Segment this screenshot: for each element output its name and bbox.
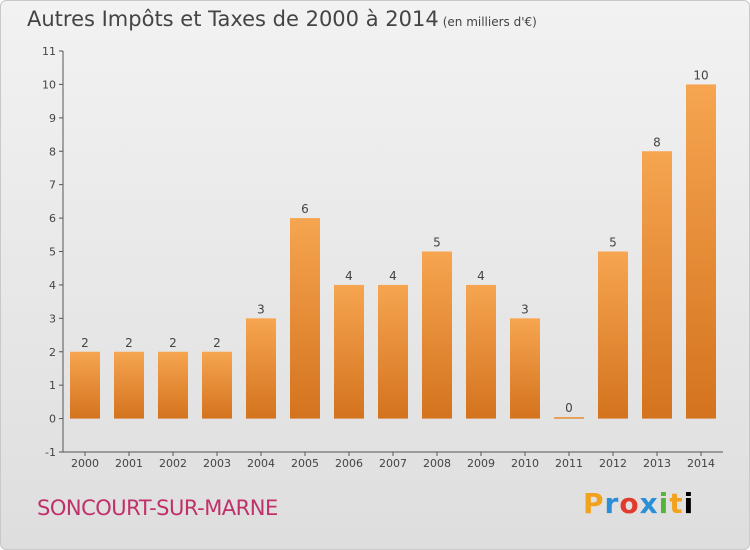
chart-title: Autres Impôts et Taxes de 2000 à 2014 (en… (27, 7, 537, 31)
x-tick-label: 2012 (599, 457, 627, 470)
data-label: 4 (345, 269, 353, 283)
y-tick-label: -1 (45, 446, 56, 459)
logo-letter: t (669, 487, 684, 520)
logo-letter: o (619, 487, 640, 520)
y-tick-label: 0 (49, 413, 56, 426)
x-tick-label: 2014 (687, 457, 715, 470)
data-label: 0 (565, 401, 573, 415)
y-tick-label: 6 (49, 212, 56, 225)
y-tick-label: 9 (49, 112, 56, 125)
data-label: 6 (301, 202, 309, 216)
x-tick-label: 2004 (247, 457, 275, 470)
data-label: 2 (213, 336, 221, 350)
x-tick-label: 2013 (643, 457, 671, 470)
data-label: 8 (653, 135, 661, 149)
bar (510, 318, 540, 419)
y-tick-label: 3 (49, 312, 56, 325)
data-label: 2 (81, 336, 89, 350)
bar (598, 251, 628, 419)
y-tick-label: 2 (49, 346, 56, 359)
data-label: 5 (433, 236, 441, 250)
y-tick-label: 1 (49, 379, 56, 392)
chart-title-text: Autres Impôts et Taxes de 2000 à 2014 (27, 7, 439, 31)
data-label: 5 (609, 236, 617, 250)
x-tick-label: 2002 (159, 457, 187, 470)
data-label: 2 (169, 336, 177, 350)
bar (422, 251, 452, 419)
y-tick-label: 7 (49, 179, 56, 192)
x-tick-label: 2003 (203, 457, 231, 470)
y-tick-label: 10 (42, 78, 56, 91)
bar (642, 151, 672, 419)
bar (466, 284, 496, 419)
data-label: 2 (125, 336, 133, 350)
bar (202, 351, 232, 419)
bar (686, 84, 716, 419)
x-tick-label: 2001 (115, 457, 143, 470)
data-label: 4 (477, 269, 485, 283)
x-tick-label: 2000 (71, 457, 99, 470)
logo-letter: P (583, 487, 605, 520)
x-tick-label: 2010 (511, 457, 539, 470)
x-tick-label: 2007 (379, 457, 407, 470)
chart-unit: (en milliers d'€) (442, 15, 537, 29)
y-tick-label: 4 (49, 279, 56, 292)
bar (158, 351, 188, 419)
data-label: 3 (257, 302, 265, 316)
bar (334, 284, 364, 419)
logo-letter: i (683, 487, 695, 520)
y-tick-label: 8 (49, 145, 56, 158)
y-tick-label: 11 (42, 45, 56, 58)
logo-letter: i (658, 487, 670, 520)
logo-letter: x (639, 487, 659, 520)
x-tick-label: 2011 (555, 457, 583, 470)
bar (70, 351, 100, 419)
bar (290, 218, 320, 419)
bar (378, 284, 408, 419)
commune-name: SONCOURT-SUR-MARNE (37, 496, 278, 520)
logo-letter: r (604, 487, 620, 520)
x-tick-label: 2009 (467, 457, 495, 470)
data-label: 10 (693, 68, 708, 82)
bar (114, 351, 144, 419)
bar (246, 318, 276, 419)
data-label: 4 (389, 269, 397, 283)
data-label: 3 (521, 302, 529, 316)
x-tick-label: 2005 (291, 457, 319, 470)
x-tick-label: 2006 (335, 457, 363, 470)
bar (554, 417, 584, 419)
y-tick-label: 5 (49, 246, 56, 259)
proxiti-logo[interactable]: Proxiti (583, 487, 694, 520)
x-tick-label: 2008 (423, 457, 451, 470)
